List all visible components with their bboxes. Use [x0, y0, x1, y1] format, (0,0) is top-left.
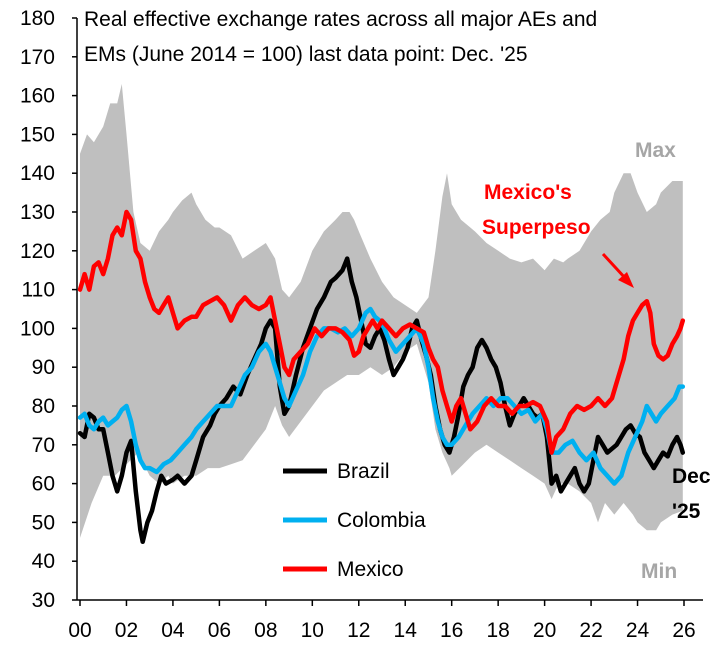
y-tick-label: 90 [32, 356, 55, 379]
legend-label-mexico: Mexico [337, 558, 404, 581]
chart-title-line-1: Real effective exchange rates across all… [84, 8, 597, 31]
y-tick-label: 70 [32, 434, 55, 457]
legend-label-colombia: Colombia [337, 509, 426, 532]
legend-label-brazil: Brazil [337, 460, 390, 483]
axes [76, 18, 703, 601]
min-label: Min [641, 560, 677, 583]
y-tick-label: 160 [20, 85, 55, 108]
y-tick-label: 110 [22, 279, 55, 302]
range-band [80, 84, 683, 538]
y-tick-label: 140 [20, 162, 55, 185]
x-tick-label: 24 [626, 619, 650, 642]
y-tick-label: 120 [20, 240, 55, 263]
y-tick-label: 170 [20, 46, 55, 69]
x-tick-label: 22 [579, 619, 602, 642]
y-tick-label: 60 [32, 473, 55, 496]
y-tick-label: 30 [32, 589, 55, 612]
x-tick-label: 20 [533, 619, 556, 642]
dec-label-line-2: '25 [672, 500, 701, 523]
y-tick-label: 40 [32, 550, 55, 573]
range-band-area [80, 84, 683, 538]
max-label: Max [635, 139, 676, 162]
superpeso-label-line-1: Mexico's [484, 181, 572, 204]
chart-title-line-2: EMs (June 2014 = 100) last data point: D… [84, 43, 528, 66]
dec-label-line-1: Dec [672, 465, 711, 488]
series-line-colombia [77, 306, 686, 486]
y-tick-label: 50 [32, 511, 55, 534]
x-tick-label: 02 [115, 619, 138, 642]
x-tick-label: 04 [161, 619, 185, 642]
x-tick-label: 12 [347, 619, 370, 642]
x-tick-label: 08 [254, 619, 277, 642]
x-tick-label: 14 [394, 619, 418, 642]
x-tick-label: 26 [672, 619, 695, 642]
series-line-brazil [77, 256, 686, 545]
x-tick-label: 10 [301, 619, 324, 642]
tick-labels: 30 40 50 60 70 80 90 100 110 120 130 140 150 160 170 18… [20, 7, 696, 642]
x-tick-label: 06 [208, 619, 231, 642]
x-tick-label: 16 [440, 619, 463, 642]
y-tick-label: 80 [32, 395, 55, 418]
x-tick-label: 00 [68, 619, 91, 642]
series-line-mexico [77, 209, 686, 455]
y-tick-label: 180 [20, 7, 55, 30]
superpeso-arrow [601, 252, 634, 288]
series-lines [77, 209, 686, 545]
x-tick-label: 18 [486, 619, 509, 642]
legend: Brazil Colombia Mexico [283, 460, 426, 581]
y-tick-label: 150 [20, 123, 55, 146]
y-tick-label: 100 [20, 317, 55, 340]
superpeso-label-line-2: Superpeso [482, 216, 591, 239]
y-tick-label: 130 [20, 201, 55, 224]
